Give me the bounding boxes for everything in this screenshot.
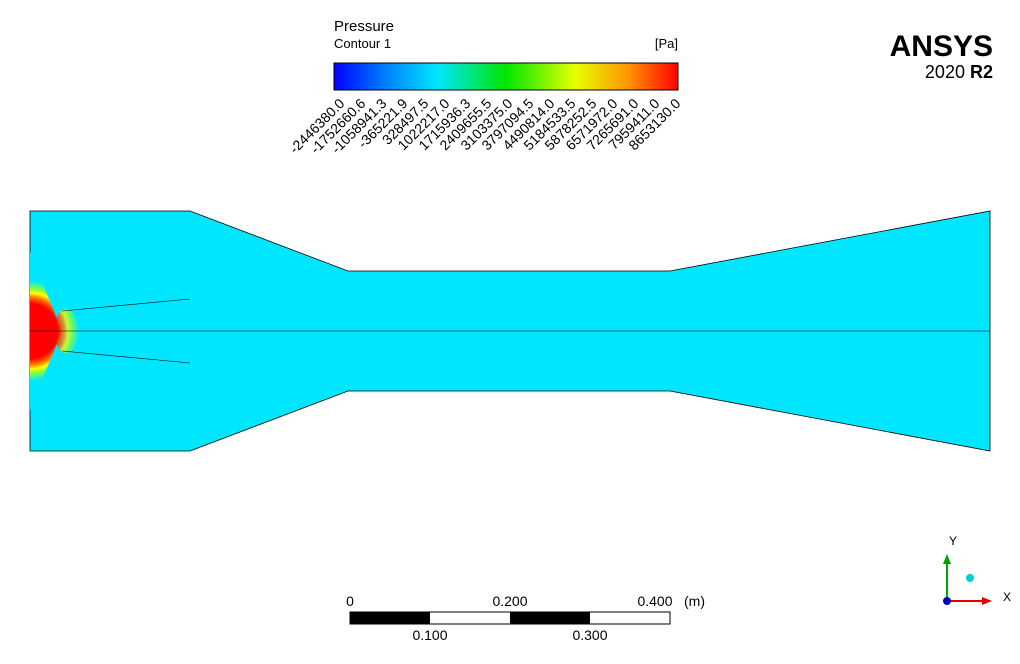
legend-subtitle: Contour 1 xyxy=(334,36,391,51)
scale-segment xyxy=(510,612,590,624)
color-bar xyxy=(333,62,679,91)
scale-label: 0 xyxy=(346,593,354,609)
triad-x-arrow xyxy=(982,597,992,605)
legend-title: Pressure xyxy=(334,18,394,35)
legend-ticks: -2446380.0-1752660.6-1058941.3-365221.93… xyxy=(286,95,684,157)
logo-year: 2020 xyxy=(925,62,965,82)
nozzle-wall xyxy=(61,298,191,312)
logo-brand: ANSYS xyxy=(890,30,993,63)
scale-label: 0.100 xyxy=(412,627,447,643)
triad-x-label: X xyxy=(1003,590,1011,604)
triad-y-label: Y xyxy=(949,534,957,548)
logo-version: 2020 R2 xyxy=(925,62,993,82)
triad-y-arrow xyxy=(943,554,951,564)
scale-segment xyxy=(350,612,430,624)
scale-unit: (m) xyxy=(684,593,705,609)
scale-label: 0.300 xyxy=(572,627,607,643)
scale-label: 0.200 xyxy=(492,593,527,609)
scale-label: 0.400 xyxy=(637,593,672,609)
logo-release: R2 xyxy=(970,62,993,82)
triad-z xyxy=(943,597,951,605)
legend-unit: [Pa] xyxy=(655,36,678,51)
nozzle-wall xyxy=(61,350,191,364)
triad-ball xyxy=(966,574,974,582)
